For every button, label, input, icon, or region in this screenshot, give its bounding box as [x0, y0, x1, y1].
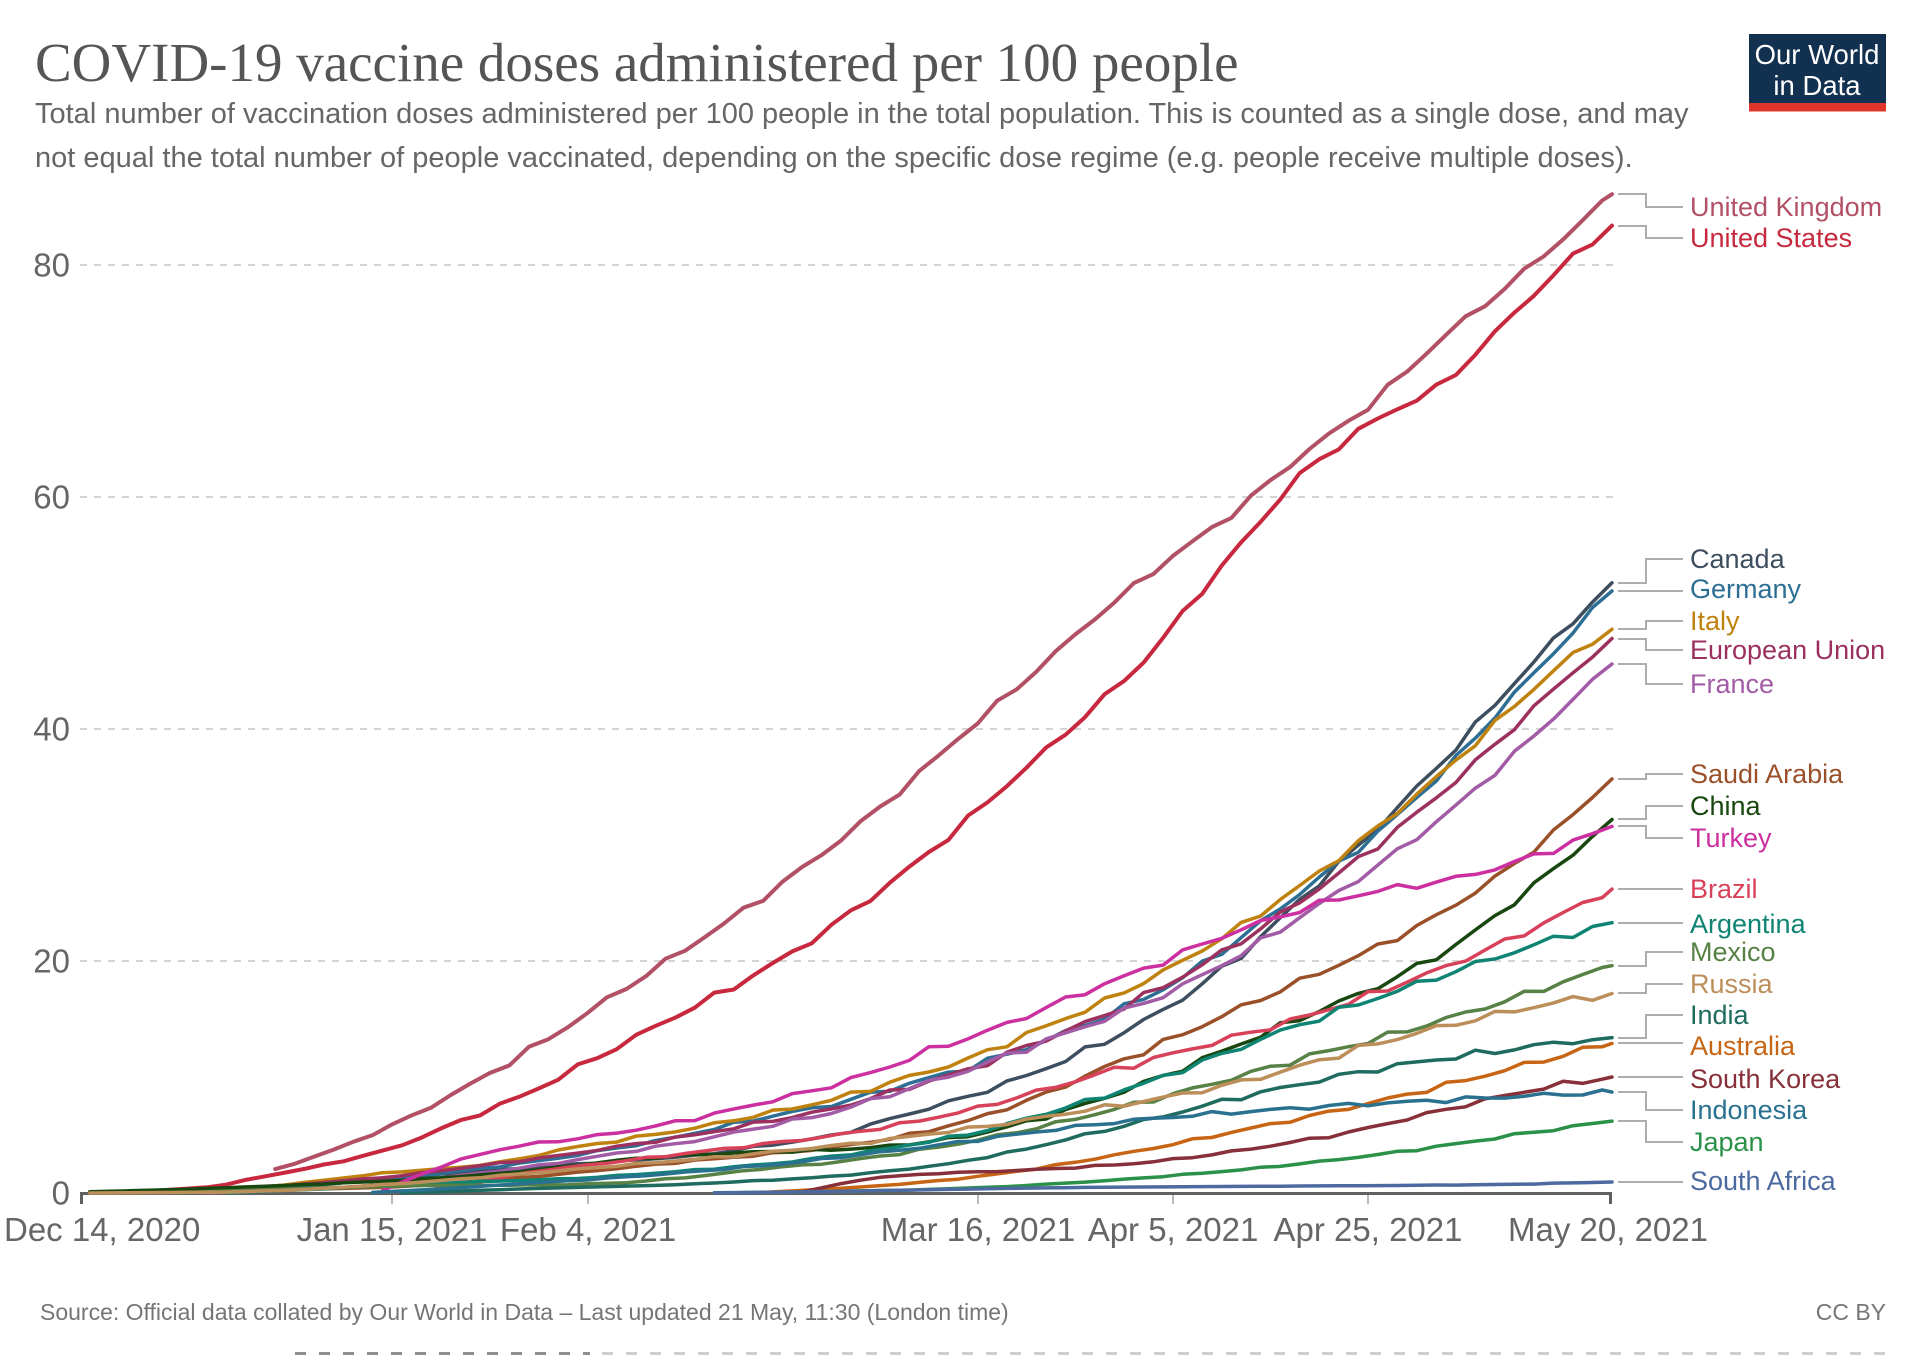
svg-text:Turkey: Turkey: [1690, 823, 1772, 853]
svg-text:United States: United States: [1690, 223, 1852, 253]
svg-text:Italy: Italy: [1690, 606, 1740, 636]
svg-text:20: 20: [33, 943, 70, 980]
svg-text:Total number of vaccination do: Total number of vaccination doses admini…: [35, 98, 1689, 130]
svg-text:May 20, 2021: May 20, 2021: [1508, 1211, 1708, 1248]
svg-text:Brazil: Brazil: [1690, 874, 1758, 904]
svg-text:China: China: [1690, 791, 1762, 821]
svg-text:COVID-19 vaccine doses adminis: COVID-19 vaccine doses administered per …: [35, 32, 1239, 93]
svg-text:Jan 15, 2021: Jan 15, 2021: [297, 1211, 488, 1248]
svg-text:European Union: European Union: [1690, 635, 1885, 665]
svg-text:Mexico: Mexico: [1690, 937, 1776, 967]
svg-text:not equal the total number of: not equal the total number of people vac…: [35, 142, 1633, 174]
svg-text:South Africa: South Africa: [1690, 1166, 1837, 1196]
svg-text:Our World: Our World: [1755, 39, 1880, 70]
svg-text:in Data: in Data: [1773, 70, 1861, 101]
svg-text:60: 60: [33, 479, 70, 516]
svg-text:Apr 5, 2021: Apr 5, 2021: [1088, 1211, 1259, 1248]
svg-text:Australia: Australia: [1690, 1031, 1796, 1061]
svg-text:80: 80: [33, 247, 70, 284]
svg-text:South Korea: South Korea: [1690, 1064, 1841, 1094]
svg-text:Canada: Canada: [1690, 544, 1786, 574]
svg-text:United Kingdom: United Kingdom: [1690, 192, 1882, 222]
svg-text:Argentina: Argentina: [1690, 909, 1807, 939]
svg-text:Russia: Russia: [1690, 969, 1774, 999]
svg-text:India: India: [1690, 1000, 1750, 1030]
svg-text:Dec 14, 2020: Dec 14, 2020: [4, 1211, 200, 1248]
svg-text:Japan: Japan: [1690, 1127, 1764, 1157]
svg-text:Apr 25, 2021: Apr 25, 2021: [1274, 1211, 1463, 1248]
svg-text:Germany: Germany: [1690, 574, 1802, 604]
svg-text:Mar 16, 2021: Mar 16, 2021: [881, 1211, 1075, 1248]
svg-text:40: 40: [33, 711, 70, 748]
svg-text:Saudi Arabia: Saudi Arabia: [1690, 759, 1844, 789]
svg-text:Feb 4, 2021: Feb 4, 2021: [500, 1211, 676, 1248]
svg-text:Source: Official data collated: Source: Official data collated by Our Wo…: [40, 1299, 1009, 1325]
svg-text:Indonesia: Indonesia: [1690, 1095, 1808, 1125]
svg-text:France: France: [1690, 669, 1774, 699]
svg-text:CC BY: CC BY: [1816, 1299, 1886, 1325]
svg-text:0: 0: [52, 1175, 70, 1212]
